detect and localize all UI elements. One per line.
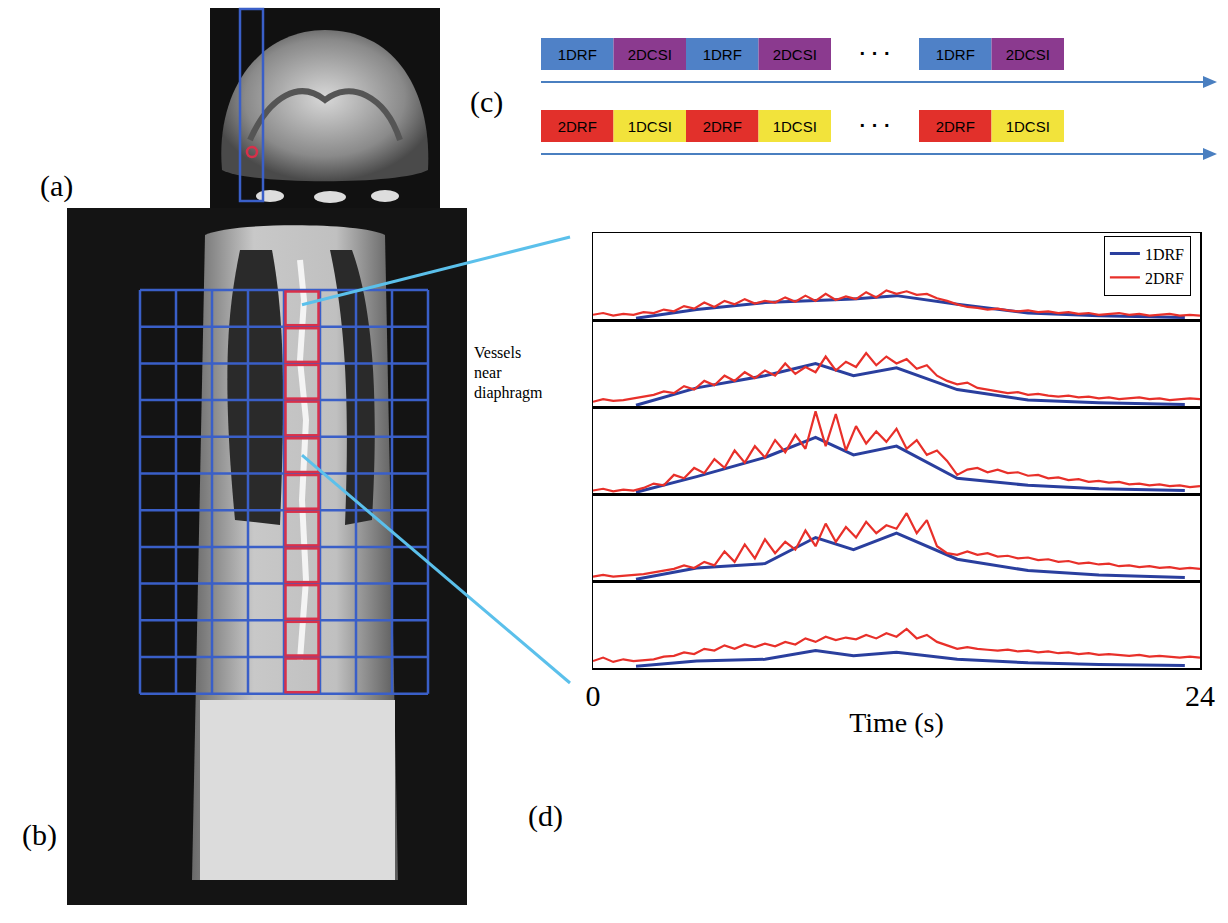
svg-text:2DCSI: 2DCSI	[1006, 46, 1050, 63]
svg-text:2DCSI: 2DCSI	[773, 46, 817, 63]
svg-text:(a): (a)	[40, 169, 73, 203]
svg-text:Vessels: Vessels	[474, 344, 521, 361]
svg-text:diaphragm: diaphragm	[474, 384, 543, 402]
svg-text:0: 0	[586, 679, 601, 712]
svg-text:(d): (d)	[528, 799, 563, 833]
svg-text:· · ·: · · ·	[859, 114, 890, 136]
svg-text:1DCSI: 1DCSI	[773, 118, 817, 135]
svg-text:near: near	[474, 364, 502, 381]
svg-text:1DRF: 1DRF	[558, 46, 597, 63]
svg-text:1DCSI: 1DCSI	[1006, 118, 1050, 135]
svg-text:1DRF: 1DRF	[703, 46, 742, 63]
svg-text:2DRF: 2DRF	[1145, 270, 1184, 287]
svg-text:(b): (b)	[22, 818, 57, 852]
svg-text:Time (s): Time (s)	[849, 707, 944, 738]
svg-text:2DRF: 2DRF	[936, 118, 975, 135]
svg-text:· · ·: · · ·	[859, 42, 890, 64]
svg-text:2DCSI: 2DCSI	[628, 46, 672, 63]
svg-text:2DRF: 2DRF	[558, 118, 597, 135]
svg-text:1DRF: 1DRF	[1145, 246, 1184, 263]
svg-text:(c): (c)	[470, 85, 503, 119]
svg-text:2DRF: 2DRF	[703, 118, 742, 135]
svg-text:24: 24	[1185, 679, 1215, 712]
svg-text:1DCSI: 1DCSI	[628, 118, 672, 135]
svg-text:1DRF: 1DRF	[936, 46, 975, 63]
